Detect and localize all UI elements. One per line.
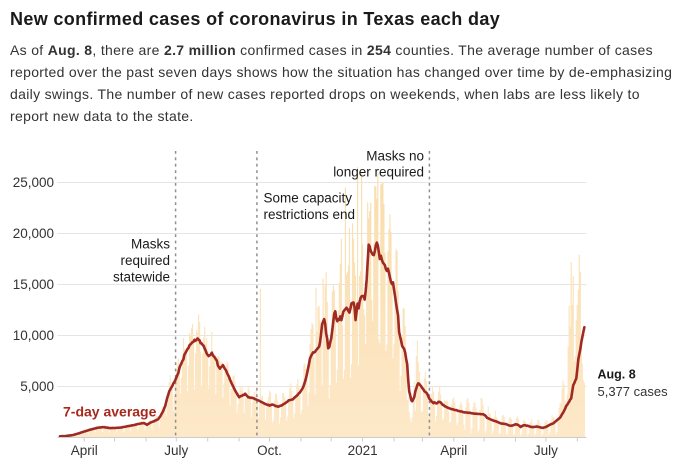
svg-text:5,377 cases: 5,377 cases (598, 384, 669, 399)
svg-text:7-day average: 7-day average (63, 404, 157, 420)
svg-text:Some capacity: Some capacity (264, 191, 353, 206)
svg-text:As of Aug. 8, there are 2.7 mi: As of Aug. 8, there are 2.7 million conf… (10, 42, 653, 58)
svg-text:Aug. 8: Aug. 8 (598, 368, 636, 382)
svg-text:report new data to the state.: report new data to the state. (10, 108, 194, 124)
svg-text:15,000: 15,000 (13, 277, 54, 292)
svg-text:Oct.: Oct. (257, 443, 282, 458)
svg-text:20,000: 20,000 (13, 226, 54, 241)
svg-text:daily swings. The number of ne: daily swings. The number of new cases re… (10, 86, 640, 102)
svg-text:New confirmed cases of coronav: New confirmed cases of coronavirus in Te… (10, 9, 500, 29)
svg-text:restrictions end: restrictions end (264, 207, 356, 222)
svg-text:2021: 2021 (348, 443, 378, 458)
svg-text:required: required (120, 253, 170, 268)
svg-text:April: April (440, 443, 467, 458)
svg-text:July: July (534, 443, 558, 458)
svg-text:Masks: Masks (131, 237, 170, 252)
svg-text:statewide: statewide (113, 270, 170, 285)
svg-text:10,000: 10,000 (13, 328, 54, 343)
svg-text:25,000: 25,000 (13, 175, 54, 190)
svg-text:July: July (164, 443, 188, 458)
svg-text:reported over the past seven d: reported over the past seven days shows … (10, 64, 672, 80)
svg-text:longer required: longer required (333, 164, 424, 179)
svg-text:5,000: 5,000 (20, 379, 54, 394)
svg-text:April: April (71, 443, 98, 458)
svg-text:Masks no: Masks no (366, 148, 424, 163)
